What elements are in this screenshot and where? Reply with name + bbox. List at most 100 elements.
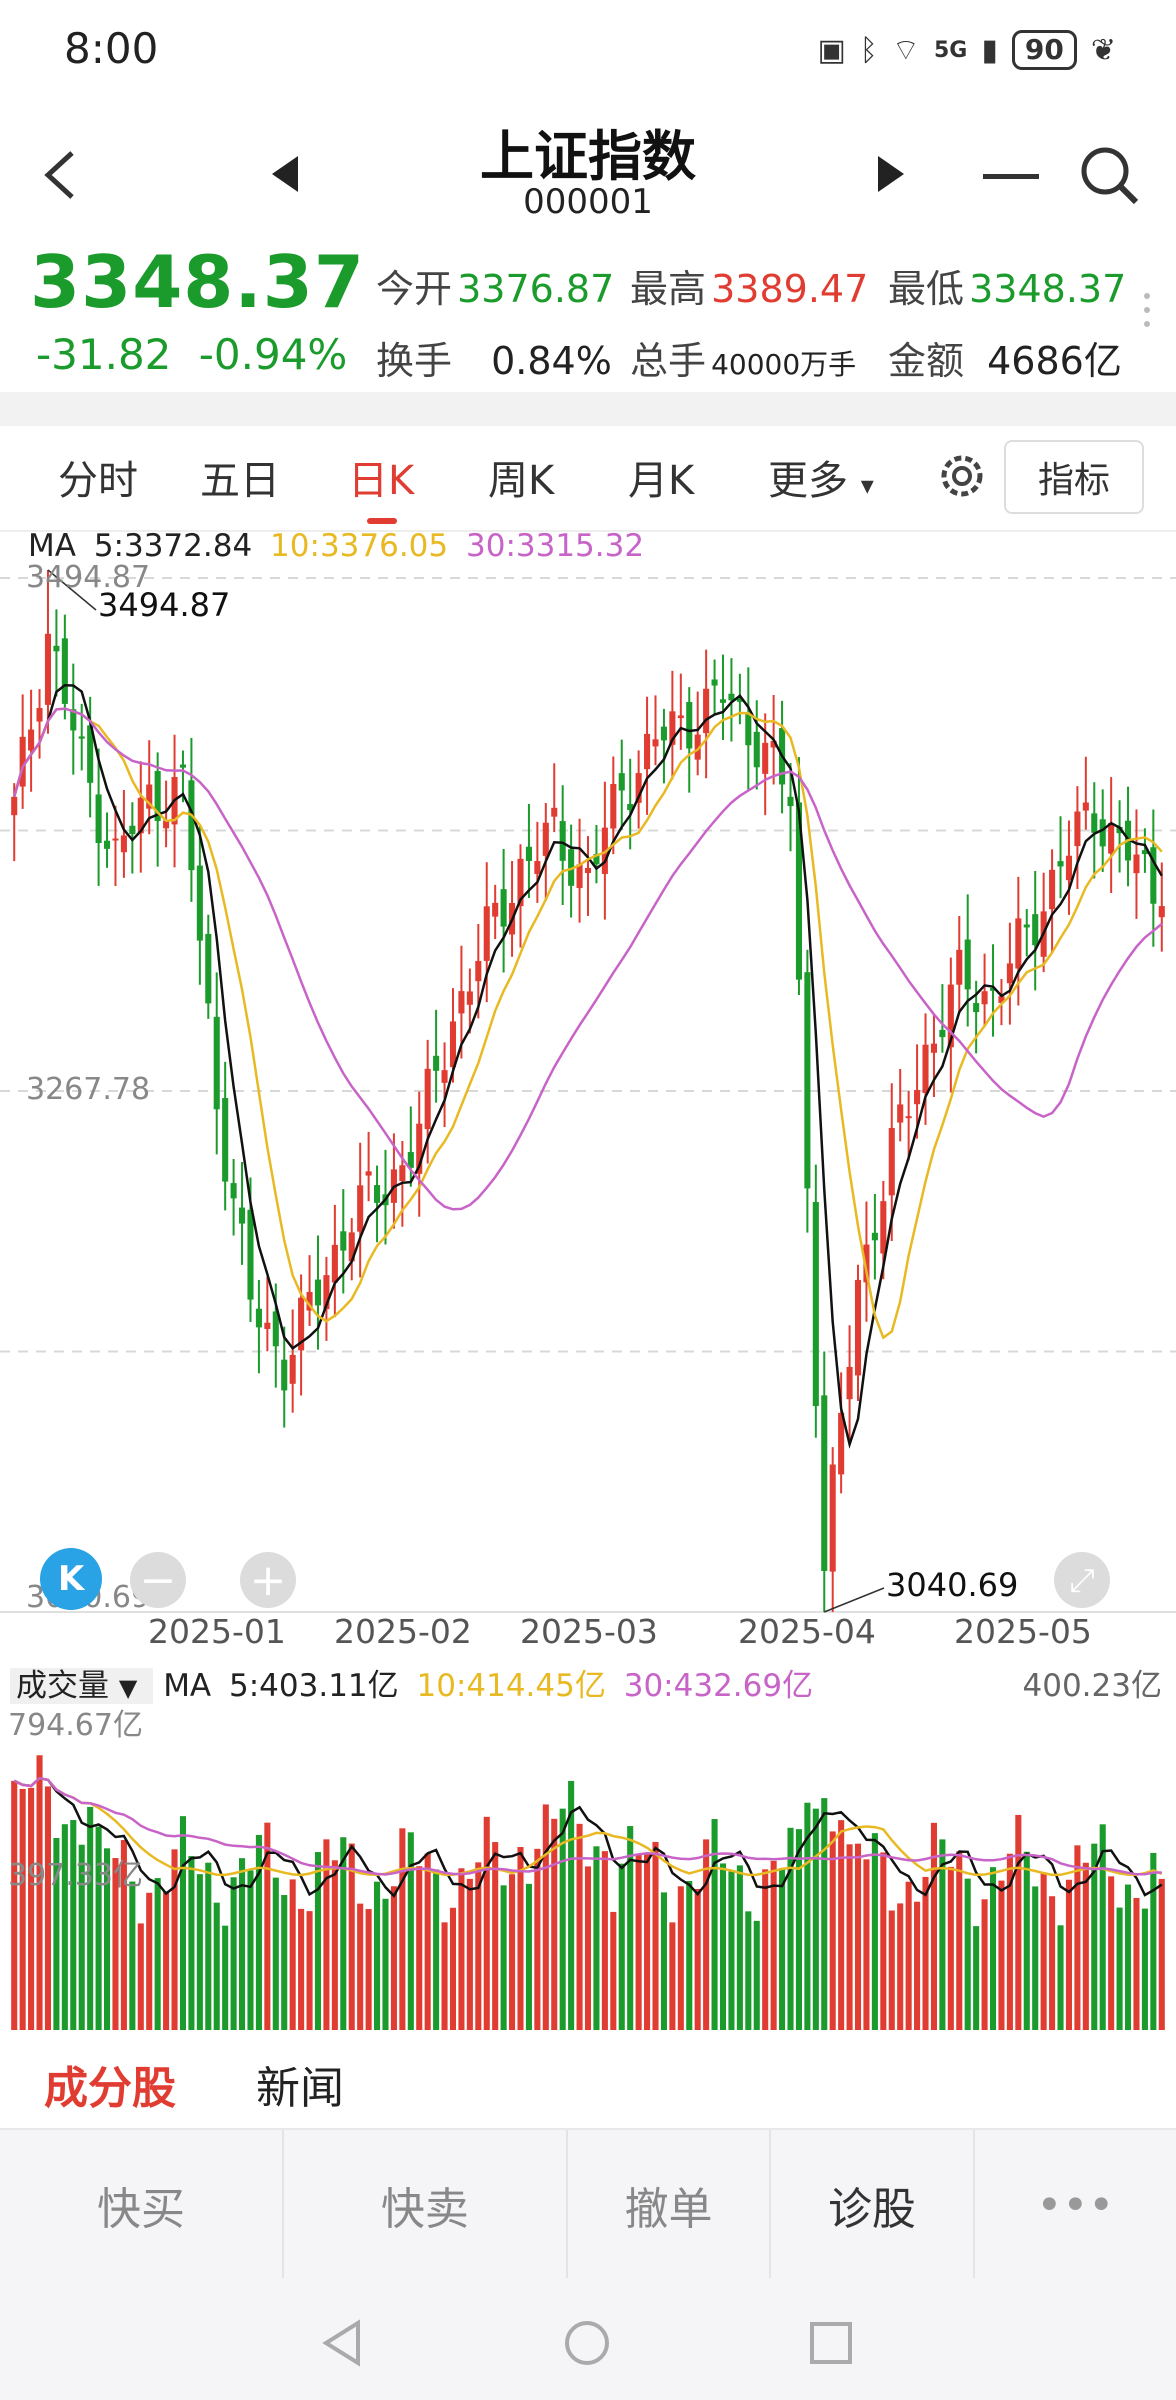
gear-icon[interactable] [934,448,990,504]
volume-current: 400.23亿 [1022,1668,1162,1704]
search-icon[interactable] [1074,140,1144,210]
volume-bar [154,1878,161,2030]
zoom-in-icon[interactable]: + [240,1552,296,1608]
candle-body [458,991,465,1014]
fullscreen-icon[interactable]: ⤢ [1054,1552,1110,1608]
caret-down-icon: ▼ [118,1674,138,1702]
nav-home-icon[interactable] [562,2318,612,2372]
tab-monthly-k[interactable]: 月K [628,458,695,504]
candle-body [542,822,549,856]
candle-body [610,783,617,829]
minus-icon[interactable] [976,156,1046,196]
volume-bar [686,1881,693,2030]
tab-news[interactable]: 新闻 [256,2063,344,2114]
high-value: 3389.47 [711,267,869,311]
candle-body [914,1090,921,1105]
volume-bar [635,1853,642,2030]
candle-body [314,1279,322,1306]
volume-bar [1158,1878,1165,2030]
nav-back-icon[interactable] [318,2318,366,2372]
candle-body [669,711,676,745]
volume-bar [230,1877,237,2030]
volume-bar [205,1862,212,2030]
volume-bar [669,1922,676,2030]
volume-bar [87,1806,94,2030]
k-badge-icon[interactable]: K [40,1548,102,1610]
volume-bar [1049,1896,1056,2030]
volume-bar [78,1844,85,2030]
candle-body [112,838,119,841]
indicator-button[interactable]: 指标 [1004,440,1144,514]
amount-stat: 金额 4686亿 [888,330,1122,385]
volume-bar [264,1822,271,2030]
candle-body [989,987,997,991]
candle-body [255,1308,262,1328]
back-icon[interactable] [30,140,90,210]
volume-dropdown[interactable]: 成交量 ▼ [10,1668,154,1704]
candle-body [196,865,203,941]
stock-code: 000001 [523,182,653,222]
candle-body [449,1021,457,1068]
candle-body [87,725,94,783]
status-bar: 8:00 ▣ ᛒ ⌔ 5G ▮ 90 ❦ [0,0,1176,100]
volume-bar [770,1860,777,2030]
volume-chart[interactable] [0,1700,1176,2030]
candle-body [551,807,558,817]
volume-bar [137,1923,144,2030]
date-label: 2025-03 [520,1612,658,1651]
volume-bar [1133,1897,1140,2030]
candle-body [441,1070,448,1083]
candle-body [812,1201,819,1407]
volume-bar [922,1876,929,2030]
candle-body [272,1311,279,1347]
quick-buy-button[interactable]: 快买 [0,2130,284,2280]
volume-bar [483,1816,490,2030]
wifi-icon: ⌔ [891,33,920,68]
quick-sell-button[interactable]: 快卖 [284,2130,568,2280]
volume-bar [433,1869,440,2030]
more-dots-icon[interactable] [1142,290,1152,330]
volume-bar [146,1892,153,2030]
candle-body [500,889,507,927]
candle-body [593,854,600,865]
candle-body [348,1232,355,1262]
active-tab-indicator [367,518,397,524]
volume-bar [171,1849,178,2030]
candle-body [1082,802,1089,811]
volume-bar [298,1908,305,2030]
prev-index-icon[interactable] [260,144,310,204]
candle-body [11,796,18,816]
ma30-line [12,707,1163,1211]
volume-bar [1141,1908,1148,2030]
volume-bar [331,1860,338,2030]
more-actions-button[interactable]: ••• [1036,2179,1115,2231]
tab-constituents[interactable]: 成分股 [44,2063,176,2114]
volume-bar [525,1883,532,2030]
tab-daily-k[interactable]: 日K [348,458,415,504]
volume-bar [466,1878,473,2030]
candle-body [846,1366,853,1400]
ma10-line [12,707,1163,1340]
open-stat: 今开 3376.87 [376,258,614,313]
volume-bar [1091,1843,1098,2030]
volume-bar [399,1828,406,2030]
tab-intraday[interactable]: 分时 [58,458,138,504]
volume-bar [1023,1851,1030,2030]
volume-bar [551,1818,558,2030]
tab-weekly-k[interactable]: 周K [488,458,555,504]
tab-more[interactable]: 更多 ▾ [768,448,874,506]
candle-body [762,742,769,774]
volume-bar [272,1877,279,2030]
kline-chart[interactable] [0,530,1176,1656]
cancel-order-button[interactable]: 撤单 [568,2130,772,2280]
candle-body [753,731,760,768]
nav-recents-icon[interactable] [808,2320,854,2370]
amount-label: 金额 [888,339,965,383]
zoom-out-icon[interactable]: − [130,1552,186,1608]
diagnose-button[interactable]: 诊股 [771,2130,975,2280]
candle-body [787,796,794,807]
candle-body [922,1044,929,1093]
tab-five-day[interactable]: 五日 [200,458,280,504]
next-index-icon[interactable] [866,144,916,204]
tabs-divider [0,530,1176,532]
